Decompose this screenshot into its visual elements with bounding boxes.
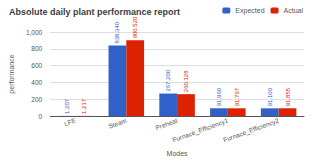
svg-text:1,000: 1,000: [26, 29, 43, 36]
svg-text:91.100: 91.100: [267, 87, 273, 106]
svg-text:260.128: 260.128: [183, 70, 189, 92]
svg-text:1.217: 1.217: [81, 98, 87, 114]
svg-text:91.767: 91.767: [234, 87, 240, 106]
svg-text:Modes: Modes: [167, 150, 189, 157]
svg-text:838.340: 838.340: [114, 21, 120, 43]
svg-text:performance: performance: [8, 54, 16, 93]
svg-text:Furnace_Efficiency1: Furnace_Efficiency1: [171, 117, 229, 145]
svg-text:800: 800: [31, 45, 42, 52]
svg-text:900.520: 900.520: [132, 16, 138, 38]
svg-text:Steam: Steam: [107, 117, 127, 130]
svg-text:Actual: Actual: [284, 7, 304, 14]
svg-text:Furnace_Efficiency2: Furnace_Efficiency2: [222, 117, 280, 145]
svg-text:0: 0: [39, 113, 43, 120]
svg-text:200: 200: [31, 96, 42, 103]
svg-text:Preheat: Preheat: [154, 117, 178, 131]
svg-text:267.200: 267.200: [165, 69, 171, 91]
svg-text:Absolute daily plant performan: Absolute daily plant performance report: [9, 7, 180, 17]
svg-text:600: 600: [31, 62, 42, 69]
svg-text:400: 400: [31, 79, 42, 86]
svg-text:1.207: 1.207: [64, 98, 70, 114]
svg-text:91.960: 91.960: [216, 87, 222, 106]
svg-text:91.855: 91.855: [285, 87, 291, 106]
svg-text:Expected: Expected: [235, 7, 264, 15]
svg-text:LFE: LFE: [63, 116, 77, 127]
